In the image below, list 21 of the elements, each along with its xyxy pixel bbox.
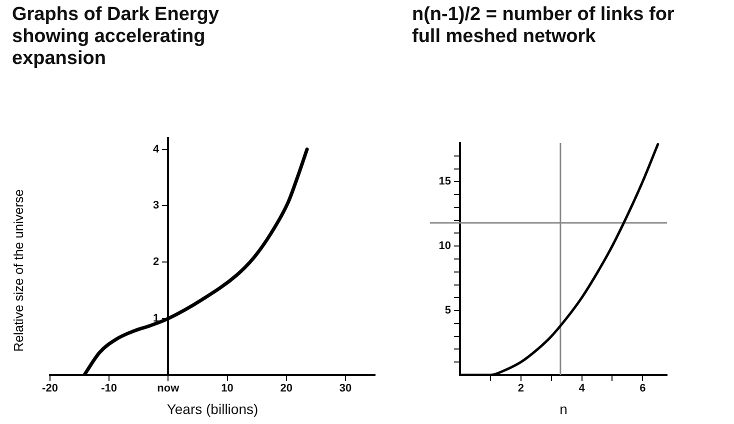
y-tick-label: 1 bbox=[153, 312, 160, 325]
y-tick-label: 10 bbox=[438, 240, 451, 252]
x-tick-label: 4 bbox=[578, 382, 586, 395]
x-tick-label: 10 bbox=[221, 382, 234, 395]
x-tick-label: 20 bbox=[280, 382, 292, 395]
y-tick-label: 5 bbox=[444, 304, 451, 317]
x-axis-title: Years (billions) bbox=[166, 400, 258, 417]
x-tick-label: 2 bbox=[518, 382, 524, 395]
x-tick-label: -10 bbox=[101, 382, 118, 395]
y-tick-label: 3 bbox=[153, 200, 160, 212]
chart-title: n(n-1)/2 = number of links for full meshed network bbox=[412, 4, 676, 48]
y-axis-title: Relative size of the universe bbox=[10, 188, 26, 352]
x-tick-label: -20 bbox=[42, 382, 58, 395]
x-tick-label: 30 bbox=[339, 382, 352, 395]
x-axis-title: n bbox=[560, 400, 568, 417]
y-tick-label: 15 bbox=[438, 176, 451, 188]
chart-title: Graphs of Dark Energy showing accelerating expansion bbox=[12, 4, 220, 70]
y-tick-label: 4 bbox=[153, 143, 160, 156]
x-tick-label: 6 bbox=[640, 382, 646, 395]
x-tick-label: now bbox=[157, 382, 180, 395]
y-tick-label: 2 bbox=[153, 256, 160, 268]
